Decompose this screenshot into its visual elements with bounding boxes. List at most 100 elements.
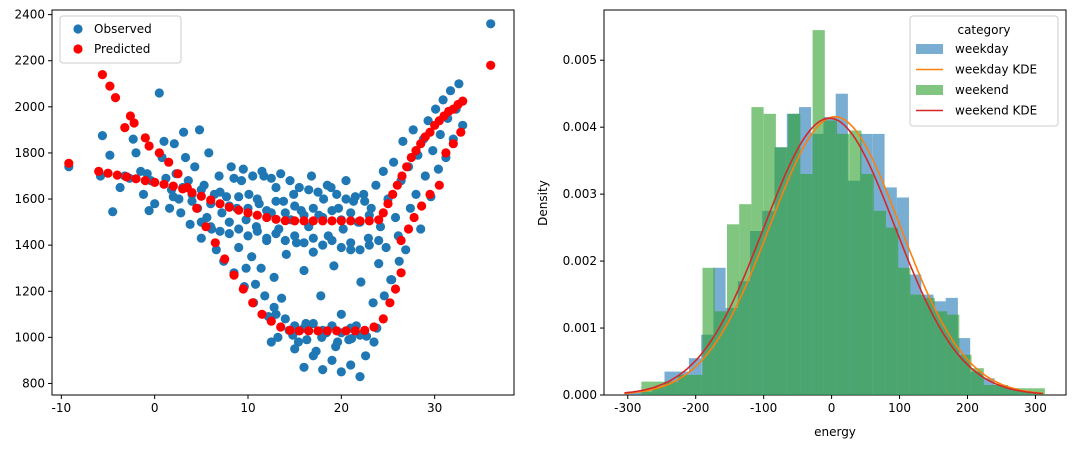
histogram-x-axis-title: energy	[814, 425, 856, 439]
observed-point	[420, 171, 430, 181]
predicted-point	[285, 325, 295, 335]
observed-point	[346, 360, 356, 370]
weekend-bar	[690, 374, 703, 395]
observed-point	[486, 19, 496, 29]
predicted-point	[355, 216, 365, 226]
observed-point	[355, 245, 365, 255]
observed-point	[341, 176, 351, 186]
weekend-bar	[849, 130, 862, 395]
observed-point	[318, 365, 328, 375]
y-tick-label: 0.005	[563, 53, 597, 67]
predicted-point	[397, 171, 407, 181]
predicted-point	[417, 201, 427, 211]
observed-point	[256, 263, 266, 273]
histogram-marks	[624, 30, 1045, 396]
predicted-point	[280, 216, 290, 226]
legend-label: Predicted	[94, 42, 150, 56]
weekend-bar	[934, 311, 948, 395]
scatter-legend: Observed Predicted	[59, 15, 182, 64]
x-tick-label: -200	[682, 401, 709, 415]
observed-point	[302, 335, 312, 345]
observed-point	[285, 176, 295, 186]
observed-point	[215, 226, 225, 236]
predicted-point	[308, 216, 318, 226]
observed-point	[289, 189, 299, 199]
weekend-bar	[922, 297, 935, 395]
observed-point	[266, 337, 276, 347]
observed-point	[252, 226, 262, 236]
x-tick-label: 0	[151, 401, 159, 415]
observed-point	[408, 125, 418, 135]
predicted-point	[327, 216, 337, 226]
observed-point	[401, 245, 411, 255]
legend-swatch	[73, 44, 83, 54]
predicted-point	[229, 270, 239, 280]
observed-point	[257, 166, 267, 176]
predicted-point	[299, 216, 309, 226]
observed-point	[390, 212, 401, 223]
observed-point	[371, 180, 381, 190]
y-tick-label: 1000	[14, 330, 45, 344]
observed-point	[394, 256, 404, 266]
observed-point	[214, 171, 224, 181]
observed-point	[341, 194, 351, 204]
observed-point	[458, 120, 468, 130]
observed-point	[176, 208, 186, 218]
observed-point	[327, 235, 337, 246]
predicted-point	[97, 70, 107, 80]
observed-point	[359, 189, 369, 199]
predicted-point	[131, 174, 141, 184]
observed-point	[374, 259, 384, 269]
observed-point	[316, 291, 326, 301]
observed-point	[229, 173, 239, 183]
observed-point	[389, 157, 399, 167]
predicted-point	[201, 222, 211, 232]
observed-point	[280, 235, 290, 246]
observed-point	[368, 298, 378, 308]
legend-label: weekend KDE	[955, 104, 1037, 118]
weekend-bar	[947, 314, 960, 395]
observed-point	[194, 125, 205, 135]
predicted-point	[144, 141, 154, 151]
observed-point	[266, 173, 276, 183]
observed-point	[423, 116, 433, 126]
predicted-point	[294, 326, 304, 336]
predicted-point	[238, 284, 248, 294]
observed-point	[304, 185, 314, 195]
observed-point	[165, 203, 175, 213]
observed-point	[308, 247, 318, 257]
predicted-point	[105, 81, 115, 91]
x-tick-label: 10	[240, 401, 255, 415]
legend-box	[909, 15, 1059, 127]
x-tick-label: 30	[427, 401, 442, 415]
y-tick-label: 0.002	[563, 254, 597, 268]
y-tick-label: 0.000	[563, 388, 597, 402]
y-tick-label: 1200	[14, 284, 45, 298]
weekend-bar	[996, 385, 1009, 395]
observed-point	[262, 233, 272, 243]
x-tick-label: 20	[334, 401, 349, 415]
weekend-bar	[837, 133, 850, 395]
observed-point	[346, 208, 356, 218]
x-tick-label: 200	[956, 401, 979, 415]
weekend-bar	[983, 385, 996, 395]
weekend-bar	[751, 107, 764, 395]
predicted-point	[243, 208, 253, 218]
predicted-point	[64, 158, 74, 168]
observed-point	[179, 127, 189, 137]
histogram-legend: category weekday weekday KDE weekend weekend…	[909, 15, 1059, 127]
predicted-point	[103, 168, 113, 178]
observed-point	[221, 192, 232, 202]
observed-point	[329, 261, 339, 271]
y-tick-label: 0.003	[563, 187, 597, 201]
predicted-point	[192, 203, 202, 213]
observed-point	[236, 176, 247, 186]
observed-point	[299, 362, 309, 372]
observed-point	[290, 231, 300, 241]
observed-point	[381, 242, 391, 253]
observed-point	[299, 238, 309, 248]
scatter-axes: -10 0 10 20 30 800 1000 1200 1400 1600 1800 2000 220…	[14, 8, 442, 415]
observed-point	[293, 337, 303, 347]
observed-point	[277, 293, 287, 303]
observed-point	[234, 224, 244, 234]
